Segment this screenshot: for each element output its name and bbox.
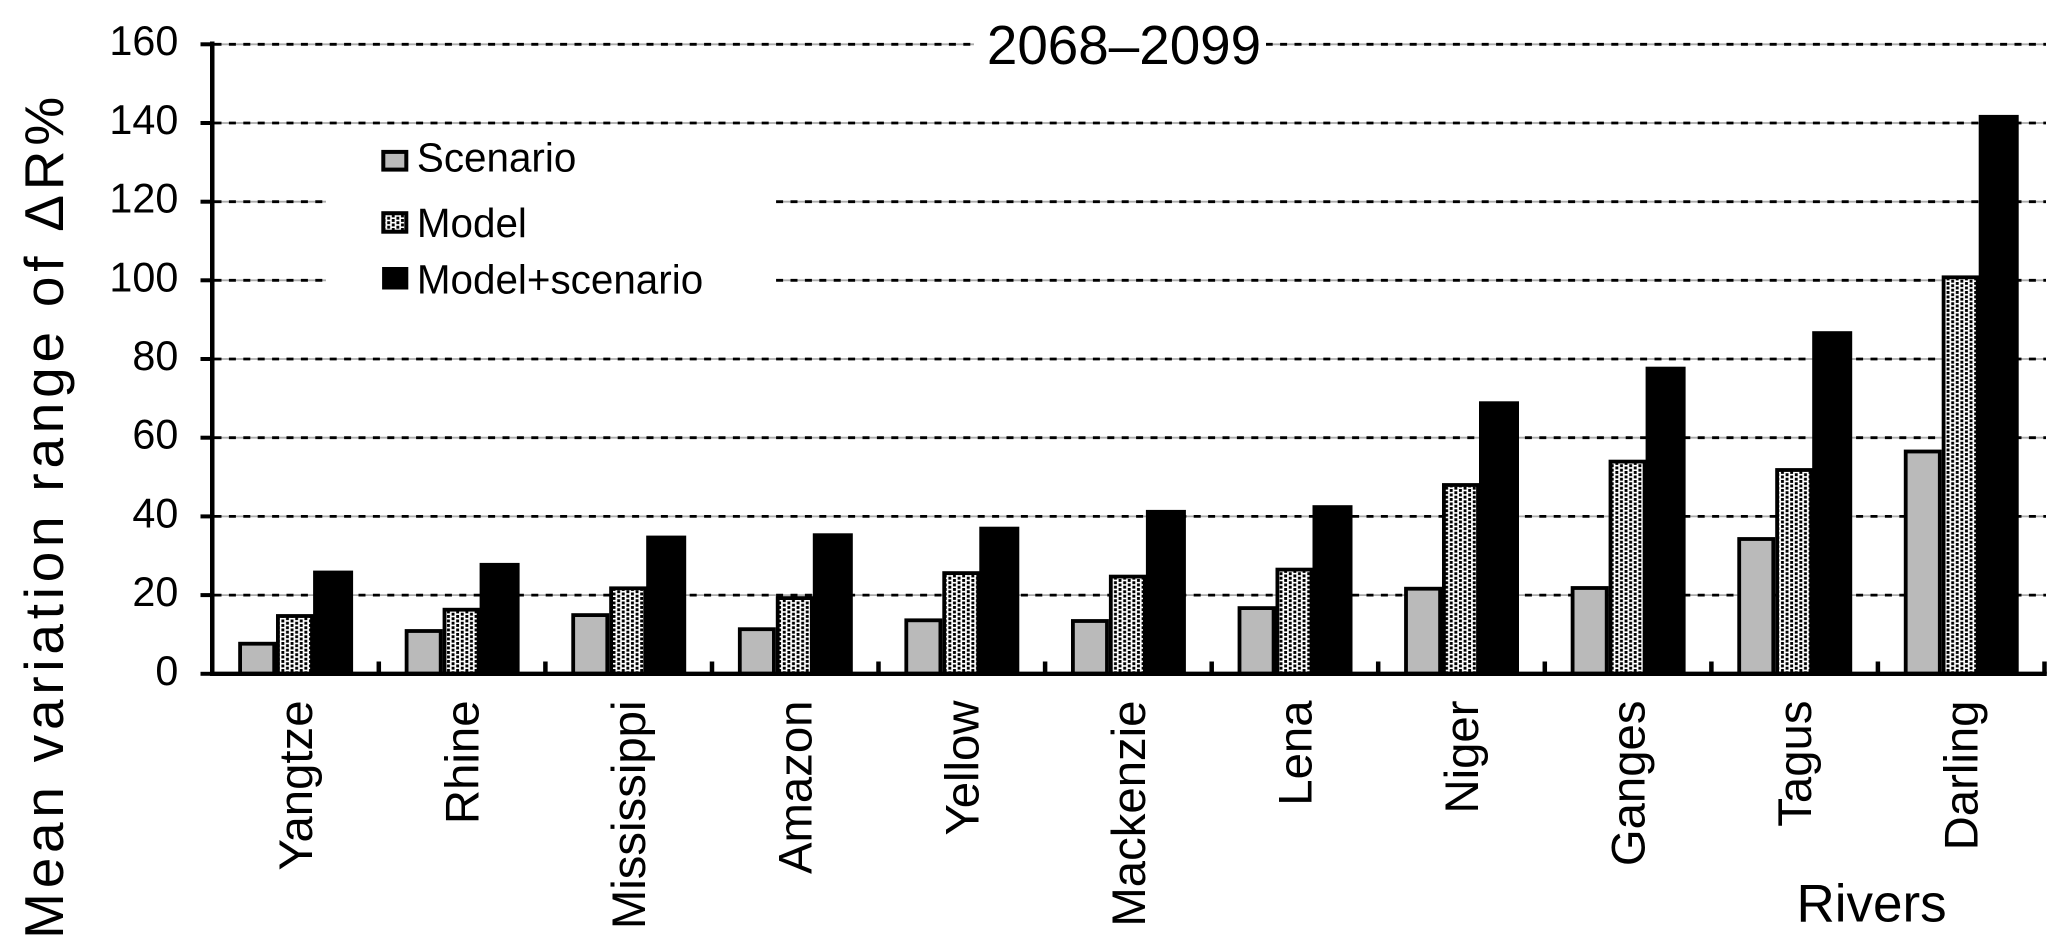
svg-text:Scenario: Scenario bbox=[417, 135, 576, 181]
svg-text:100: 100 bbox=[109, 254, 178, 300]
svg-text:Amazon: Amazon bbox=[770, 701, 823, 875]
svg-text:Lena: Lena bbox=[1270, 700, 1323, 806]
svg-text:Mackenzie: Mackenzie bbox=[1103, 701, 1156, 927]
svg-text:Mississippi: Mississippi bbox=[603, 701, 656, 930]
svg-text:Ganges: Ganges bbox=[1603, 701, 1656, 867]
svg-text:Yangtze: Yangtze bbox=[270, 701, 323, 871]
svg-text:60: 60 bbox=[132, 412, 178, 458]
svg-text:140: 140 bbox=[109, 97, 178, 143]
svg-text:2068–2099: 2068–2099 bbox=[987, 14, 1261, 76]
svg-text:Tagus: Tagus bbox=[1769, 701, 1822, 827]
svg-text:Model: Model bbox=[417, 200, 527, 246]
svg-text:Mean variation range of ΔR%: Mean variation range of ΔR% bbox=[13, 92, 75, 939]
svg-text:160: 160 bbox=[109, 18, 178, 64]
svg-text:Yellow: Yellow bbox=[936, 700, 989, 836]
svg-text:40: 40 bbox=[132, 490, 178, 536]
svg-text:Niger: Niger bbox=[1436, 701, 1489, 814]
svg-text:Rivers: Rivers bbox=[1797, 874, 1947, 933]
svg-text:Rhine: Rhine bbox=[437, 701, 490, 825]
svg-text:80: 80 bbox=[132, 333, 178, 379]
svg-text:20: 20 bbox=[132, 569, 178, 615]
svg-text:120: 120 bbox=[109, 176, 178, 222]
svg-text:Model+scenario: Model+scenario bbox=[417, 256, 703, 302]
svg-text:0: 0 bbox=[155, 648, 178, 694]
svg-text:Darling: Darling bbox=[1936, 701, 1989, 851]
